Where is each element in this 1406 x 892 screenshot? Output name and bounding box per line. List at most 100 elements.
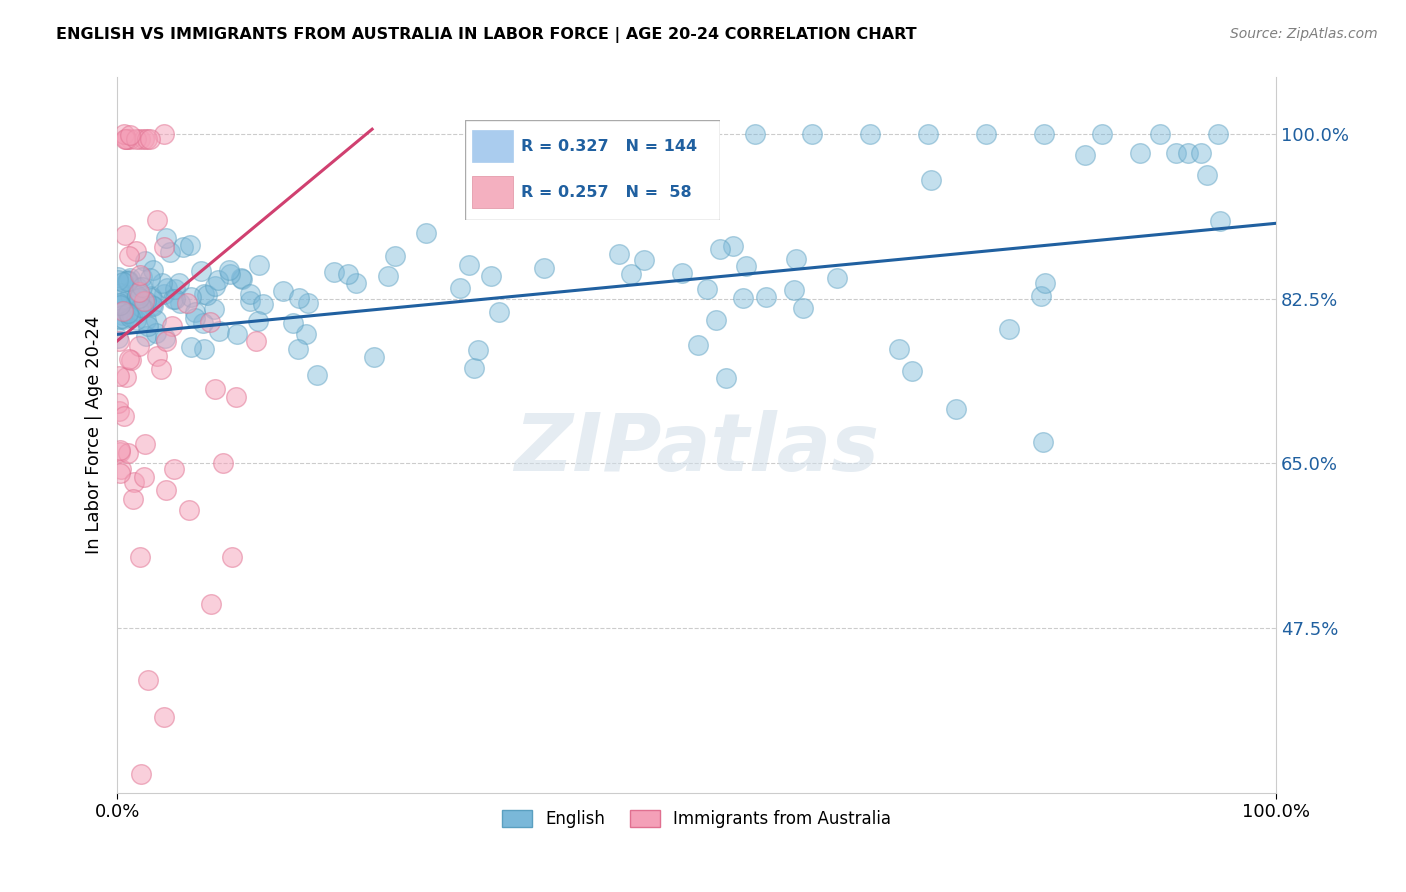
Point — [146, 213, 169, 227]
Point — [152, 276, 174, 290]
Point — [917, 127, 939, 141]
Point — [184, 304, 207, 318]
Point — [1149, 127, 1171, 141]
Point — [785, 252, 807, 266]
Point — [204, 382, 226, 396]
Point — [118, 287, 141, 301]
Point — [128, 285, 150, 299]
Point — [1164, 145, 1187, 160]
Point — [283, 316, 305, 330]
Point — [112, 127, 135, 141]
Point — [198, 315, 221, 329]
Point — [120, 131, 142, 145]
Point — [155, 334, 177, 348]
Point — [801, 127, 824, 141]
Point — [118, 128, 141, 143]
Point — [620, 267, 643, 281]
Point — [709, 242, 731, 256]
Point — [162, 292, 184, 306]
Point — [129, 268, 152, 282]
Point — [120, 310, 142, 324]
Point — [136, 318, 159, 333]
Point — [124, 131, 146, 145]
Point — [108, 296, 131, 310]
Point — [110, 298, 132, 312]
Point — [160, 318, 183, 333]
Point — [344, 276, 367, 290]
Point — [415, 226, 437, 240]
Point — [117, 306, 139, 320]
Point — [120, 353, 142, 368]
Point — [252, 297, 274, 311]
Point — [221, 550, 243, 565]
Point — [671, 266, 693, 280]
Point — [129, 767, 152, 781]
Point — [134, 253, 156, 268]
Point — [110, 462, 132, 476]
Point — [180, 290, 202, 304]
Point — [134, 131, 156, 145]
Point — [145, 326, 167, 340]
Point — [190, 264, 212, 278]
Point — [114, 131, 136, 145]
Point — [193, 342, 215, 356]
Point — [288, 291, 311, 305]
Point — [110, 285, 132, 300]
Point — [792, 301, 814, 315]
Point — [135, 293, 157, 308]
Point — [114, 369, 136, 384]
Point — [169, 296, 191, 310]
Point — [139, 289, 162, 303]
Point — [384, 249, 406, 263]
Point — [111, 303, 134, 318]
Point — [153, 331, 176, 345]
Point — [167, 276, 190, 290]
Point — [219, 267, 242, 281]
Point — [108, 369, 131, 384]
Point — [783, 283, 806, 297]
Point — [135, 328, 157, 343]
Point — [1029, 289, 1052, 303]
Point — [1177, 145, 1199, 160]
Point — [172, 240, 194, 254]
Point — [945, 401, 967, 416]
Point — [127, 280, 149, 294]
Point — [1206, 127, 1229, 141]
Point — [1189, 145, 1212, 160]
Point — [733, 291, 755, 305]
Point — [704, 313, 727, 327]
Point — [111, 311, 134, 326]
Point — [714, 370, 737, 384]
Point — [115, 131, 138, 145]
Point — [163, 462, 186, 476]
Point — [200, 598, 222, 612]
Point — [112, 295, 135, 310]
Point — [607, 247, 630, 261]
Point — [287, 342, 309, 356]
Point — [197, 288, 219, 302]
Point — [135, 131, 157, 145]
Point — [131, 269, 153, 284]
Point — [153, 127, 176, 141]
Point — [271, 284, 294, 298]
Point — [117, 446, 139, 460]
Point — [247, 259, 270, 273]
Point — [1032, 434, 1054, 449]
Point — [208, 325, 231, 339]
Point — [125, 244, 148, 258]
Point — [117, 307, 139, 321]
Point — [108, 445, 131, 459]
Point — [129, 301, 152, 315]
Point — [449, 281, 471, 295]
Point — [180, 340, 202, 354]
Point — [1074, 148, 1097, 162]
Point — [755, 290, 778, 304]
Point — [117, 273, 139, 287]
Point — [108, 311, 131, 326]
Point — [138, 271, 160, 285]
Point — [156, 281, 179, 295]
Point — [108, 299, 131, 313]
Point — [225, 391, 247, 405]
Point — [825, 270, 848, 285]
Point — [134, 437, 156, 451]
